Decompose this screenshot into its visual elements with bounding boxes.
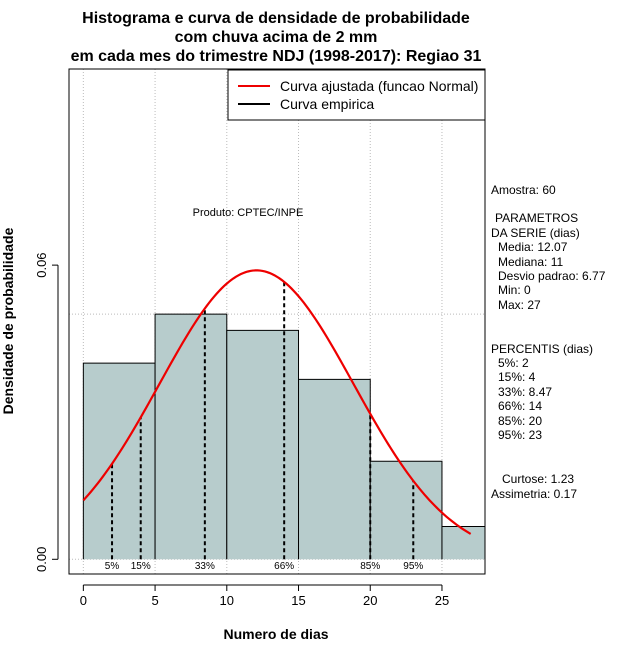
histogram-bar-outline bbox=[441, 525, 485, 560]
plot-frame bbox=[68, 68, 486, 575]
legend-box bbox=[227, 69, 486, 121]
histogram-bar bbox=[370, 461, 442, 560]
y-tick-label: 0.00 bbox=[34, 547, 49, 572]
bars-layer bbox=[82, 313, 485, 560]
percentil-5: 5%: 2 bbox=[498, 356, 529, 370]
percentis-header: PERCENTIS (dias) bbox=[491, 342, 593, 356]
chart-title-line-2: com chuva acima de 2 mm bbox=[175, 29, 378, 46]
percentil-15: 15%: 4 bbox=[498, 370, 536, 384]
x-tick-label: 0 bbox=[80, 593, 87, 608]
percentile-label-33pct: 33% bbox=[195, 561, 215, 572]
x-tick-label: 20 bbox=[363, 593, 377, 608]
histogram-bar bbox=[441, 526, 485, 560]
histogram-bar bbox=[155, 314, 227, 560]
y-tick-label: 0.06 bbox=[34, 252, 49, 277]
param-media: Media: 12.07 bbox=[498, 240, 568, 254]
histogram-bar bbox=[83, 363, 156, 560]
histogram-bar bbox=[298, 379, 371, 560]
param-max: Max: 27 bbox=[498, 298, 541, 312]
x-axis-title: Numero de dias bbox=[223, 626, 328, 642]
param-min: Min: 0 bbox=[498, 283, 531, 297]
amostra-text: Amostra: 60 bbox=[491, 183, 556, 197]
percentile-lines-layer: 5% 15% 33% 66% 85% 95% bbox=[105, 281, 423, 572]
chart-title-line-1: Histograma e curva de densidade de proba… bbox=[82, 10, 470, 27]
x-tick-label: 15 bbox=[291, 593, 305, 608]
percentile-label-85pct: 85% bbox=[360, 561, 380, 572]
percentile-label-5pct: 5% bbox=[105, 561, 120, 572]
percentil-33: 33%: 8.47 bbox=[498, 385, 552, 399]
normal-fit-curve bbox=[82, 269, 472, 535]
assimetria-text: Assimetria: 0.17 bbox=[491, 487, 577, 501]
legend-label-normal: Curva ajustada (funcao Normal) bbox=[280, 78, 478, 94]
params-header-1: PARAMETROS bbox=[495, 211, 578, 225]
axes-layer: 0 5 10 15 20 25 0.00 0.06 bbox=[34, 252, 449, 608]
histogram-bar bbox=[226, 330, 299, 560]
legend: Curva ajustada (funcao Normal) Curva emp… bbox=[227, 69, 486, 121]
legend-label-empirical: Curva empirica bbox=[280, 96, 374, 112]
percentil-66: 66%: 14 bbox=[498, 399, 542, 413]
y-axis-title: Densidade de probabilidade bbox=[0, 227, 16, 414]
param-mediana: Mediana: 11 bbox=[498, 255, 563, 269]
percentile-label-95pct: 95% bbox=[403, 561, 423, 572]
curtose-text: Curtose: 1.23 bbox=[502, 472, 574, 486]
side-panel: Amostra: 60 PARAMETROS DA SERIE (dias) M… bbox=[491, 183, 606, 501]
percentil-85: 85%: 20 bbox=[498, 414, 542, 428]
param-desvio: Desvio padrao: 6.77 bbox=[498, 269, 606, 283]
params-header-2: DA SERIE (dias) bbox=[491, 226, 580, 240]
x-tick-label: 25 bbox=[435, 593, 449, 608]
product-annotation: Produto: CPTEC/INPE bbox=[193, 207, 304, 219]
percentile-label-66pct: 66% bbox=[274, 561, 294, 572]
percentil-95: 95%: 23 bbox=[498, 428, 542, 442]
percentile-label-15pct: 15% bbox=[131, 561, 151, 572]
curve-layer bbox=[82, 269, 472, 535]
x-tick-label: 5 bbox=[151, 593, 158, 608]
x-tick-label: 10 bbox=[220, 593, 234, 608]
chart-title-line-3: em cada mes do trimestre NDJ (1998-2017)… bbox=[71, 48, 482, 65]
